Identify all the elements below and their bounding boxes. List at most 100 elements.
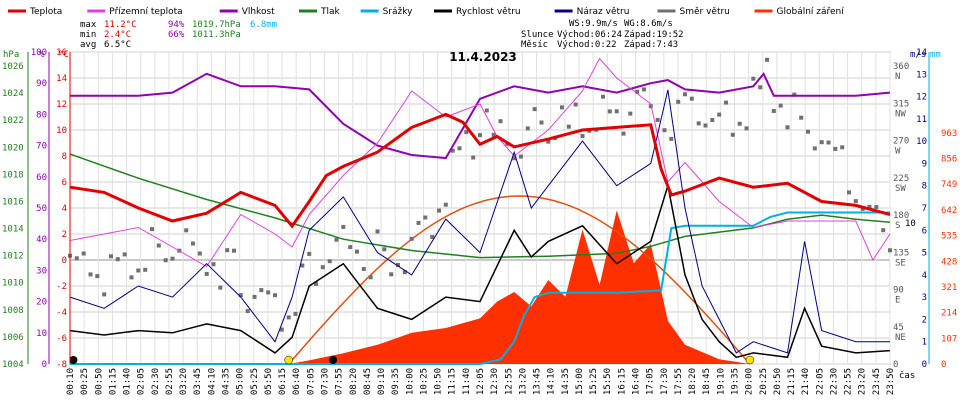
ms-tick-label: 5 [922, 249, 927, 259]
time-tick-label: 19:35 [730, 368, 740, 395]
stat-press-max: 1019.7hPa [192, 20, 241, 30]
rad-max-mark: 10 [905, 219, 916, 229]
wind-dir-point [471, 155, 476, 160]
wind-dir-point [532, 107, 537, 112]
time-tick-label: 05:50 [264, 368, 274, 395]
wind-dir-point [300, 263, 305, 268]
time-tick-label: 08:20 [349, 368, 359, 395]
wind-dir-point [156, 243, 161, 248]
gust-line [69, 89, 890, 354]
axis-unit-mm: mm [930, 50, 941, 60]
time-tick-label: 10:25 [419, 368, 429, 395]
hpa-tick-label: 1016 [2, 197, 24, 207]
chart-title: 11.4.2023 [449, 50, 517, 64]
c-tick-label: 8 [62, 152, 67, 162]
wind-dir-point [642, 87, 646, 92]
wind-dir-point [348, 245, 353, 250]
time-tick-label: 16:40 [632, 368, 642, 395]
time-tick-label: 14:10 [547, 368, 557, 395]
wind-dir-point [792, 92, 797, 97]
pressure-line [69, 153, 891, 259]
time-tick-label: 00:10 [66, 368, 76, 395]
legend-item: Směr větru [680, 7, 730, 17]
wind-dir-point [102, 292, 107, 297]
wind-dir-point [655, 117, 660, 122]
time-tick-label: 10:50 [434, 368, 444, 395]
hpa-tick-label: 1004 [2, 360, 24, 370]
ms-tick-label: 2 [922, 315, 927, 325]
wind-dir-point [614, 109, 619, 114]
dir-name-label: N [895, 72, 900, 82]
moonrise: Východ:0:22 [557, 40, 617, 50]
ms-tick-label: 1 [922, 338, 927, 348]
time-tick-label: 23:20 [858, 368, 868, 395]
wind-dir-point [74, 256, 79, 261]
c-tick-label: 2 [62, 230, 67, 240]
wind-dir-point [423, 215, 428, 220]
stat-temp-avg: 6.5°C [104, 40, 131, 50]
wind-dir-point [491, 132, 496, 137]
wind-dir-point [259, 288, 264, 293]
wind-dir-point [382, 247, 387, 252]
humidity-line [70, 71, 891, 160]
wind-dir-point [450, 148, 455, 153]
dir-tick-label: 0 [893, 360, 898, 370]
time-tick-label: 22:55 [844, 368, 854, 395]
hpa-tick-label: 1018 [2, 170, 24, 180]
rad-tick-label: 749 [941, 180, 957, 190]
c-tick-label: -2 [56, 282, 67, 292]
wind-dir-point [334, 237, 339, 242]
dir-name-label: S [895, 221, 900, 231]
wind-dir-point [457, 146, 462, 151]
wind-dir-point [245, 309, 250, 314]
wind-dir-point [662, 128, 667, 133]
ms-tick-label: 0 [922, 360, 927, 370]
dir-tick-label: 135 [893, 248, 909, 258]
stat-hum-min: 66% [168, 30, 185, 40]
time-tick-label: 05:25 [250, 368, 260, 395]
wind-dir-point [122, 252, 127, 257]
wind-dir-point [853, 199, 858, 204]
time-tick-label: 15:00 [575, 368, 585, 395]
wind-dir-point [799, 115, 804, 120]
wind-dir-point [293, 311, 298, 316]
wind-dir-point [416, 220, 421, 225]
time-tick-label: 20:50 [773, 368, 783, 395]
wind-dir-point [129, 275, 134, 280]
time-tick-label: 04:10 [207, 368, 217, 395]
wind-dir-point [150, 227, 154, 232]
wind-dir-point [696, 121, 701, 126]
wind-dir-point [286, 315, 291, 320]
wind-dir-point [525, 126, 530, 131]
time-tick-label: 12:30 [490, 368, 500, 395]
radiation-area [288, 210, 750, 364]
time-tick-label: 01:40 [123, 368, 133, 395]
pct-tick-label: 60 [36, 173, 47, 183]
dir-name-label: NW [895, 109, 906, 119]
wind-dir-point [279, 327, 284, 332]
wind-dir-point [771, 109, 776, 113]
hpa-tick-label: 1022 [2, 116, 24, 126]
axis-unit-ms: m/s [910, 50, 926, 60]
time-tick-label: 03:20 [179, 368, 189, 395]
wind-dir-point [197, 251, 202, 256]
rad-tick-label: 642 [941, 206, 957, 216]
dir-name-label: SW [895, 184, 906, 194]
moonset-marker [329, 356, 338, 364]
time-tick-label: 00:25 [80, 368, 90, 395]
wind-dir-point [689, 96, 694, 101]
wind-dir-point [163, 258, 168, 263]
wind-dir-point [751, 76, 756, 81]
axis-unit-pct: % [39, 50, 45, 60]
rad-tick-label: 856 [941, 155, 957, 165]
wind-dir-point [607, 109, 612, 114]
stats-block: max min avg 11.2°C 2.4°C 6.5°C 94% 66% 1… [80, 20, 277, 50]
pct-tick-label: 10 [36, 329, 47, 339]
time-tick-label: 21:40 [801, 368, 811, 395]
time-tick-label: 17:55 [674, 368, 684, 395]
rad-tick-label: 0 [941, 360, 946, 370]
wind-dir-point [191, 241, 195, 246]
rain-line [70, 211, 890, 365]
wind-dir-point [464, 130, 469, 135]
time-tick-label: 12:55 [504, 368, 514, 395]
